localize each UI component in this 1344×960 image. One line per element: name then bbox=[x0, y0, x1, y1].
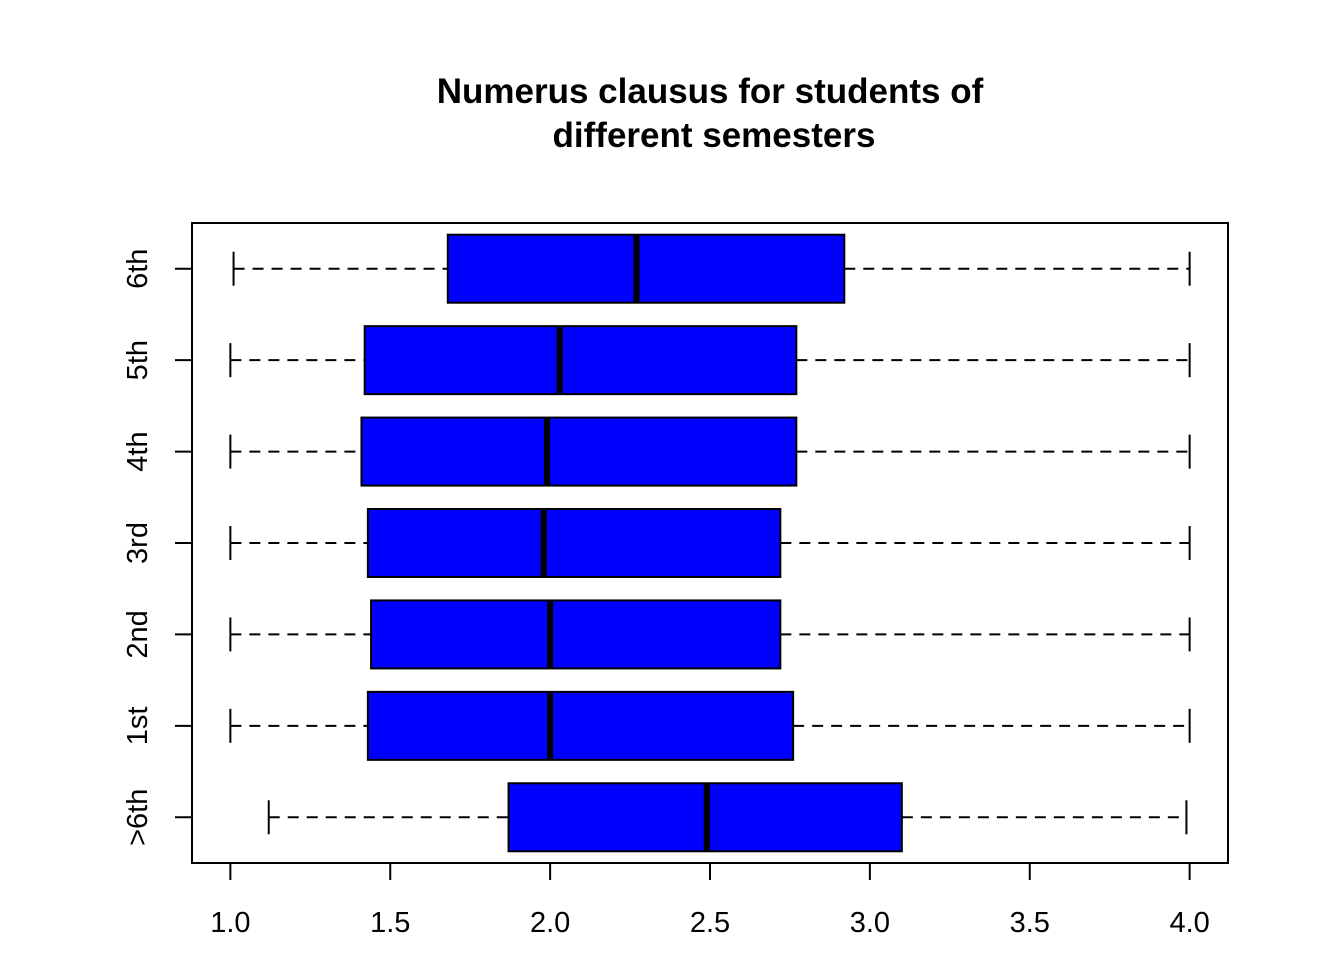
box-3rd bbox=[229, 508, 1191, 578]
box-1st bbox=[229, 690, 1191, 761]
x-tick-label: 1.5 bbox=[370, 907, 410, 939]
y-tick-label: 5th bbox=[122, 340, 154, 380]
box-5th bbox=[229, 325, 1191, 396]
y-axis: >6th 1st 2nd 3rd 4th 5th 6th bbox=[122, 249, 193, 846]
x-tick-label: 3.5 bbox=[1010, 907, 1050, 939]
iqr-box bbox=[363, 325, 798, 396]
iqr-box bbox=[360, 416, 798, 487]
y-tick-label: 4th bbox=[122, 431, 154, 471]
x-tick-label: 1.0 bbox=[210, 907, 250, 939]
chart-title-line-2: different semesters bbox=[553, 116, 876, 155]
iqr-box bbox=[446, 233, 846, 304]
y-tick-label: 2nd bbox=[122, 610, 154, 658]
y-tick-label: >6th bbox=[122, 789, 154, 846]
iqr-box bbox=[366, 508, 782, 578]
chart-title-line-1: Numerus clausus for students of bbox=[437, 72, 984, 111]
boxes-group bbox=[229, 233, 1191, 853]
box-4th bbox=[229, 416, 1191, 487]
box-6th bbox=[232, 233, 1191, 304]
y-tick-label: 6th bbox=[122, 249, 154, 289]
y-tick-label: 1st bbox=[122, 707, 154, 746]
x-tick-label: 2.5 bbox=[690, 907, 730, 939]
x-tick-label: 3.0 bbox=[850, 907, 890, 939]
iqr-box bbox=[366, 690, 795, 761]
x-tick-label: 4.0 bbox=[1169, 907, 1209, 939]
x-tick-label: 2.0 bbox=[530, 907, 570, 939]
y-tick-label: 3rd bbox=[122, 522, 154, 564]
x-axis: 1.0 1.5 2.0 2.5 3.0 3.5 4.0 bbox=[210, 862, 1210, 939]
chart-title: Numerus clausus for students of differen… bbox=[437, 72, 984, 155]
box-6th bbox=[267, 782, 1188, 853]
box-2nd bbox=[229, 599, 1191, 670]
iqr-box bbox=[370, 599, 782, 670]
